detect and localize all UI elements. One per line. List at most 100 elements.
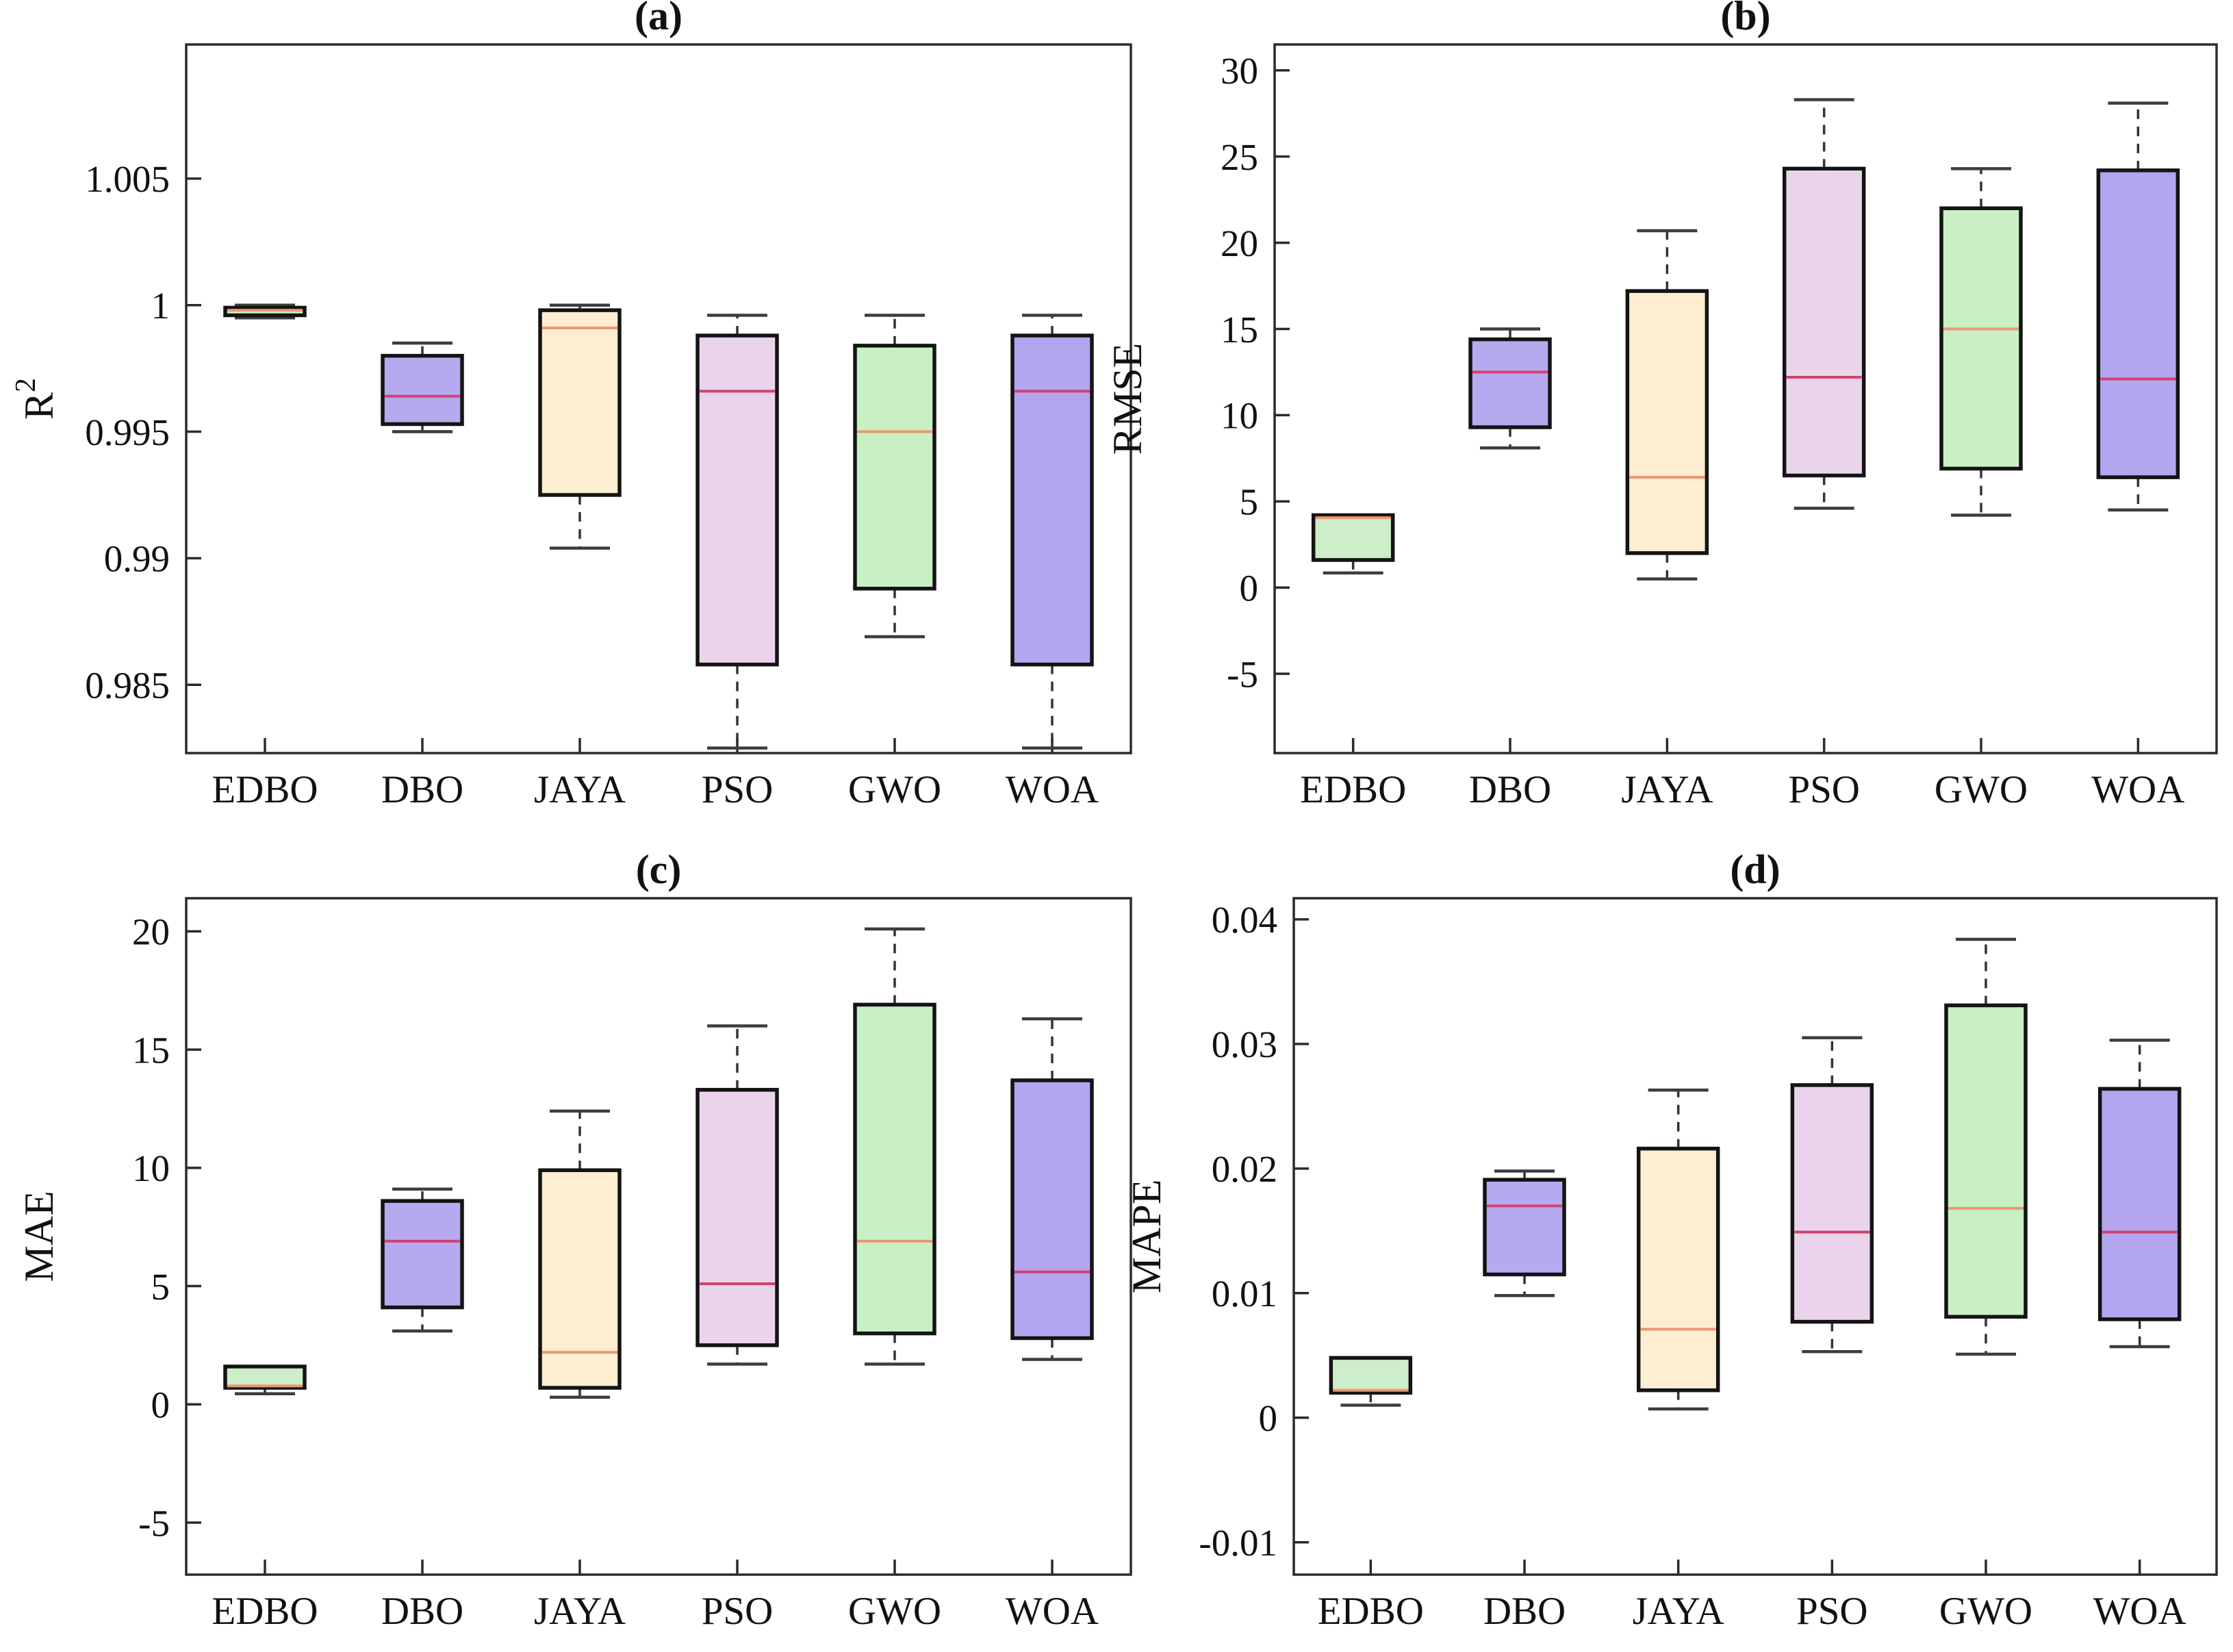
panel-title: (d) (1730, 847, 1780, 892)
panel-c: (c) MAE -5 0 5 10 15 20 EDBO DBO JAYA PSO GWO WOA (16, 847, 1132, 1633)
box-group-WOA (2097, 1039, 2182, 1349)
box-group-GWO (853, 314, 936, 639)
y-tick-label: 20 (1221, 223, 1258, 264)
y-axis-label: RMSE (1105, 343, 1150, 455)
x-tick-label-DBO: DBO (1483, 1590, 1566, 1633)
y-tick-label: 0.03 (1212, 1024, 1277, 1065)
y-axis-label: MAPE (1124, 1180, 1169, 1294)
x-tick-label-GWO: GWO (1939, 1590, 2032, 1633)
box-group-JAYA (538, 1109, 622, 1399)
y-tick-label: -0.01 (1199, 1522, 1277, 1564)
panel-d: (d) MAPE -0.01 0 0.01 0.02 0.03 0.04 EDBO DBO JAYA… (1124, 847, 2218, 1633)
box-WOA (2096, 168, 2180, 479)
axes-frame (1292, 897, 2218, 1576)
box-PSO (696, 1088, 779, 1347)
y-tick-label: 15 (1221, 309, 1258, 351)
y-tick-label: 10 (132, 1147, 170, 1189)
panel-b: (b) RMSE -5 0 5 10 15 20 25 30 EDBO DBO JAYA PSO GWO WO… (1105, 0, 2218, 811)
box-JAYA (538, 308, 622, 497)
x-tick-label-PSO: PSO (702, 1590, 774, 1633)
y-tick-label: -5 (138, 1502, 170, 1544)
box-group-PSO (696, 1024, 779, 1366)
box-group-DBO (381, 1187, 464, 1333)
y-tick-label: 1 (151, 285, 170, 327)
box-group-WOA (1010, 314, 1094, 750)
box-GWO (1944, 1003, 2028, 1319)
box-DBO (1483, 1178, 1566, 1277)
y-tick-label: 5 (1240, 481, 1259, 523)
y-tick-label: 10 (1221, 395, 1258, 437)
box-PSO (696, 333, 779, 667)
x-tick-label-JAYA: JAYA (1633, 1590, 1724, 1633)
box-GWO (853, 1002, 936, 1336)
x-tick-label-GWO: GWO (848, 768, 941, 811)
y-tick-label: 0 (1240, 567, 1259, 609)
y-axis-label: R2 (10, 378, 62, 420)
axes-frame (185, 897, 1132, 1576)
y-tick-label: 0.01 (1212, 1273, 1277, 1314)
x-tick-label-JAYA: JAYA (1621, 768, 1713, 811)
y-tick-label: 5 (151, 1266, 170, 1308)
box-PSO (1790, 1083, 1874, 1324)
box-group-DBO (1468, 327, 1552, 450)
box-group-JAYA (538, 303, 622, 550)
box-PSO (1782, 166, 1866, 478)
x-tick-label-PSO: PSO (1796, 1590, 1868, 1633)
box-EDBO (1311, 513, 1395, 562)
box-group-EDBO (1311, 513, 1395, 575)
box-WOA (2097, 1086, 2182, 1321)
y-tick-label: 1.005 (85, 158, 170, 200)
y-tick-label: 30 (1221, 50, 1258, 92)
box-GWO (1939, 206, 2023, 471)
box-group-GWO (1944, 937, 2028, 1356)
y-tick-label: 0.995 (85, 411, 170, 453)
x-tick-label-PSO: PSO (702, 768, 774, 811)
x-tick-label-GWO: GWO (848, 1590, 941, 1633)
box-group-WOA (1010, 1017, 1094, 1361)
box-group-GWO (853, 927, 936, 1366)
y-tick-label: 0 (1259, 1397, 1278, 1439)
box-group-JAYA (1636, 1088, 1720, 1411)
box-group-EDBO (223, 303, 307, 320)
x-tick-label-EDBO: EDBO (1318, 1590, 1424, 1633)
panel-a: (a) R2 0.985 0.99 0.995 1 1.005 EDBO DBO JAYA PSO G… (10, 0, 1132, 811)
box-JAYA (1636, 1146, 1720, 1393)
x-tick-label-WOA: WOA (2093, 1590, 2186, 1633)
box-DBO (381, 353, 464, 427)
x-tick-label-DBO: DBO (381, 1590, 463, 1633)
x-tick-label-GWO: GWO (1935, 768, 2028, 811)
box-group-WOA (2096, 101, 2180, 512)
y-tick-label: 0.04 (1212, 899, 1277, 941)
x-tick-label-WOA: WOA (1006, 768, 1099, 811)
box-group-EDBO (1329, 1356, 1413, 1407)
y-tick-label: -5 (1227, 653, 1258, 695)
box-group-EDBO (223, 1364, 307, 1395)
box-EDBO (1329, 1356, 1413, 1395)
panel-title: (c) (636, 847, 682, 892)
box-group-JAYA (1625, 229, 1709, 581)
box-GWO (853, 344, 936, 591)
axes-frame (185, 43, 1132, 754)
panel-title: (b) (1720, 0, 1770, 38)
panel-title: (a) (635, 0, 682, 38)
y-tick-label: 0.985 (85, 664, 170, 706)
y-tick-label: 0.02 (1212, 1148, 1277, 1190)
box-JAYA (1625, 289, 1709, 555)
box-WOA (1010, 1078, 1094, 1340)
box-group-PSO (696, 314, 779, 750)
box-group-PSO (1782, 98, 1866, 510)
y-tick-label: 20 (132, 911, 170, 953)
x-tick-label-WOA: WOA (1006, 1590, 1099, 1633)
box-JAYA (538, 1168, 622, 1390)
x-tick-label-EDBO: EDBO (1300, 768, 1406, 811)
x-tick-label-WOA: WOA (2091, 768, 2184, 811)
box-group-DBO (1483, 1169, 1566, 1297)
box-WOA (1010, 333, 1094, 667)
x-tick-label-JAYA: JAYA (534, 1590, 626, 1633)
y-tick-label: 25 (1221, 136, 1258, 178)
x-tick-label-DBO: DBO (381, 768, 463, 811)
y-axis-label: MAE (16, 1191, 62, 1282)
y-tick-label: 0 (151, 1384, 170, 1426)
